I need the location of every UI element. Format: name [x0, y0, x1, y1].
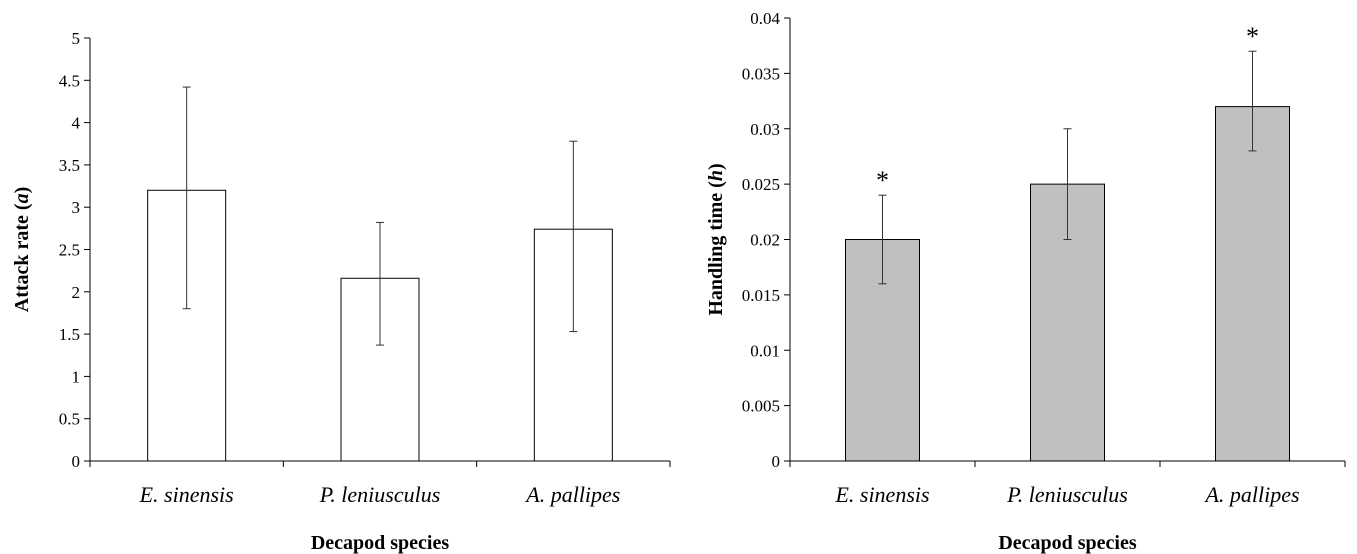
y-axis-title-text: Attack rate (: [11, 203, 33, 312]
x-category-label: E. sinensis: [834, 482, 929, 507]
x-axis-title: Decapod species: [998, 532, 1137, 554]
y-tick-label: 0.04: [750, 9, 780, 28]
y-axis-title-variable: h: [705, 170, 727, 181]
handling-time-chart: 0 0.005 0.01 0.015 0.02 0.025 0.03 0.035 0.04 * E.…: [705, 9, 1346, 554]
y-axis-title-text: Handling time (: [705, 181, 727, 316]
x-category-label: A. pallipes: [524, 482, 620, 507]
y-axis-title: Attack rate (a): [11, 187, 33, 313]
y-tick-label: 2: [72, 283, 81, 302]
attack-rate-chart: 0 0.5 1 1.5 2 2.5 3 3.5 4 4.5 5 E. sinensis P. leniu…: [11, 29, 671, 554]
significance-marker: *: [876, 166, 889, 195]
y-tick-label: 3.5: [59, 156, 80, 175]
y-axis-title: Handling time (h): [705, 163, 727, 315]
bar: [1215, 106, 1290, 462]
y-tick-label: 2.5: [59, 241, 80, 260]
y-axis-title-close: ): [11, 187, 33, 194]
x-category-label: E. sinensis: [139, 482, 234, 507]
y-tick-label: 0.02: [750, 231, 780, 250]
y-tick-label: 0: [772, 452, 781, 471]
x-category-label: P. leniusculus: [1006, 482, 1128, 507]
y-tick-label: 0.5: [59, 410, 80, 429]
y-tick-label: 0.025: [742, 175, 780, 194]
y-axis-title-close: ): [705, 163, 727, 170]
y-tick-label: 4.5: [59, 71, 80, 90]
x-category-label: P. leniusculus: [319, 482, 441, 507]
y-tick-label: 1: [72, 367, 81, 386]
y-tick-label: 4: [72, 114, 81, 133]
y-axis-title-variable: a: [11, 193, 33, 203]
y-tick-label: 0: [72, 452, 81, 471]
y-tick-label: 0.015: [742, 286, 780, 305]
y-tick-label: 0.035: [742, 64, 780, 83]
y-tick-label: 0.01: [750, 341, 780, 360]
x-axis-title: Decapod species: [311, 532, 450, 554]
y-tick-label: 0.005: [742, 397, 780, 416]
significance-marker: *: [1246, 22, 1259, 51]
x-category-label: A. pallipes: [1203, 482, 1299, 507]
y-tick-label: 0.03: [750, 120, 780, 139]
y-tick-label: 3: [72, 198, 81, 217]
y-tick-label: 1.5: [59, 325, 80, 344]
y-tick-label: 5: [72, 29, 81, 48]
